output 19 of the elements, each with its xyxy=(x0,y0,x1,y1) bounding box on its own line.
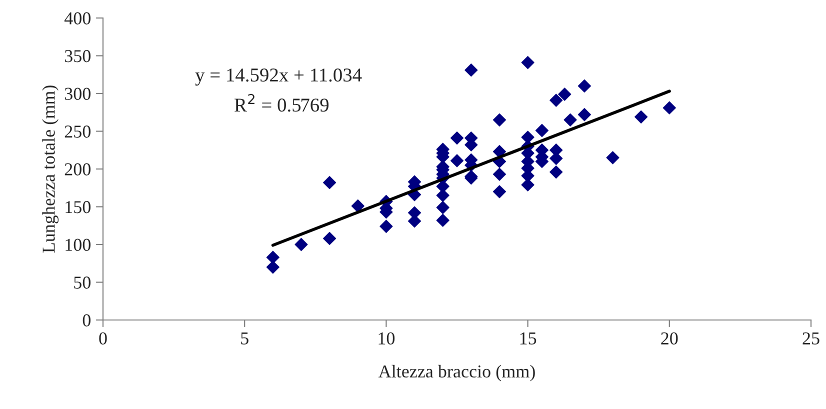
y-tick-label: 350 xyxy=(64,50,91,62)
x-tick-label: 20 xyxy=(661,332,678,345)
y-tick-label: 250 xyxy=(64,126,91,138)
x-tick-label: 25 xyxy=(802,332,820,345)
y-tick-label: 0 xyxy=(82,314,91,326)
annotation: y = 14.592x + 11.034 xyxy=(195,68,362,86)
y-tick-label: 400 xyxy=(64,12,91,24)
x-tick-label: 5 xyxy=(241,332,248,345)
y-tick-label: 200 xyxy=(64,163,91,176)
x-tick-label: 0 xyxy=(99,332,107,345)
y-axis-title: Lunghezza totale (mm) xyxy=(42,86,59,253)
x-tick-label: 15 xyxy=(520,332,536,345)
y-tick-label: 150 xyxy=(66,201,91,214)
y-tick-label: 300 xyxy=(64,88,91,100)
y-tick-label: 100 xyxy=(66,238,91,251)
x-axis-title: Altezza braccio (mm) xyxy=(378,364,535,382)
annotation: R$^{2}$ = 0.5769 xyxy=(234,94,329,112)
x-tick-label: 10 xyxy=(378,332,395,345)
y-tick-label: 50 xyxy=(74,276,91,289)
